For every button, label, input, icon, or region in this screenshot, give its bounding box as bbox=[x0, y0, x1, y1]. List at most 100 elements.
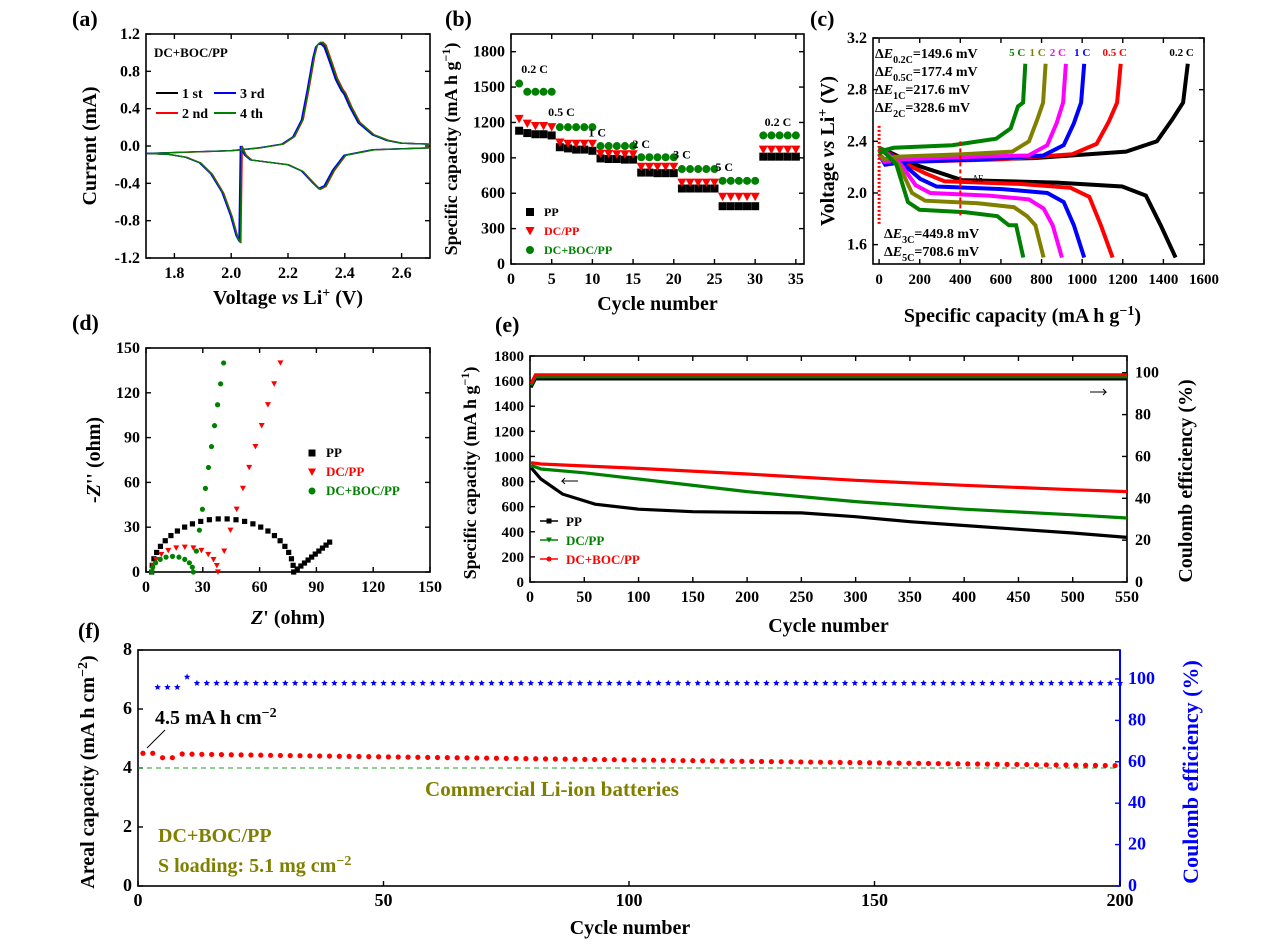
rate-point bbox=[734, 176, 743, 185]
nyquist-point bbox=[190, 569, 196, 575]
capacity-point bbox=[572, 756, 578, 762]
nyquist-point bbox=[198, 547, 205, 554]
capacity-point bbox=[248, 752, 254, 758]
capacity-point bbox=[896, 760, 902, 766]
capacity-point bbox=[444, 755, 450, 761]
x-tick-label: 10 bbox=[584, 271, 600, 288]
rate-point bbox=[620, 142, 629, 151]
rate-curve-label: 1 C bbox=[1029, 47, 1045, 59]
capacity-point bbox=[916, 760, 922, 766]
sample-label: DC+BOC/PP bbox=[158, 825, 272, 847]
nyquist-point bbox=[169, 553, 176, 559]
capacity-point bbox=[297, 753, 303, 759]
x-tick-label: 25 bbox=[706, 271, 722, 288]
capacity-curve bbox=[530, 463, 1128, 520]
ce-point bbox=[890, 679, 898, 686]
legend-label: DC+BOC/PP bbox=[544, 243, 612, 257]
nyquist-point bbox=[182, 556, 188, 562]
charge-curve bbox=[877, 63, 1028, 156]
ce-point bbox=[1018, 679, 1025, 686]
nyquist-point bbox=[213, 562, 220, 569]
rate-point bbox=[661, 153, 670, 162]
rate-point bbox=[530, 122, 541, 131]
ce-point bbox=[949, 679, 957, 686]
rate-point bbox=[596, 154, 605, 163]
rate-point bbox=[710, 165, 719, 174]
nyquist-point bbox=[224, 516, 230, 522]
y-axis-label-e: Specific capacity (mA h g−1) bbox=[458, 367, 481, 580]
nyquist-point bbox=[277, 538, 283, 544]
nyquist-point bbox=[264, 402, 271, 408]
rate-point bbox=[685, 178, 695, 188]
rate-point bbox=[653, 169, 662, 178]
y2-tick-label: 80 bbox=[1135, 407, 1151, 424]
ce-point bbox=[380, 679, 387, 686]
legend-marker bbox=[525, 227, 535, 236]
ce-point bbox=[547, 679, 554, 686]
ce-point bbox=[154, 683, 161, 690]
capacity-point bbox=[415, 754, 421, 760]
capacity-point bbox=[317, 753, 323, 759]
x-tick-label: 500 bbox=[1061, 589, 1085, 606]
y-tick-label: 120 bbox=[116, 385, 140, 402]
nyquist-point bbox=[217, 381, 224, 387]
rate-point bbox=[783, 145, 793, 154]
legend-label: 1 st bbox=[182, 87, 203, 102]
rate-curve-label: 1 C bbox=[1074, 47, 1090, 59]
capacity-point bbox=[218, 751, 225, 758]
ce-point bbox=[1008, 679, 1016, 686]
x-tick-label: 35 bbox=[788, 271, 804, 288]
arrow-to-right-axis bbox=[1090, 388, 1108, 396]
capacity-point bbox=[199, 751, 205, 757]
rate-point bbox=[612, 155, 621, 164]
capacity-point bbox=[258, 752, 264, 758]
x-tick-label: 400 bbox=[949, 272, 972, 288]
nyquist-point bbox=[168, 532, 174, 539]
capacity-point bbox=[601, 756, 608, 763]
nyquist-point bbox=[242, 518, 248, 525]
capacity-point bbox=[474, 755, 480, 761]
nyquist-point bbox=[323, 542, 329, 548]
reference-line-label: Commercial Li-ion batteries bbox=[425, 777, 679, 801]
rate-label: 0.5 C bbox=[548, 105, 575, 119]
legend-label: 3 rd bbox=[240, 87, 265, 102]
rate-label: 1 C bbox=[588, 126, 606, 140]
y-tick-label: 300 bbox=[481, 221, 505, 238]
capacity-point bbox=[778, 759, 784, 765]
nyquist-point bbox=[154, 549, 160, 556]
rate-point bbox=[604, 155, 613, 164]
y-tick-label: 0.8 bbox=[120, 63, 140, 80]
x-tick-label: 2.6 bbox=[392, 265, 412, 282]
rate-point bbox=[783, 131, 792, 140]
capacity-point bbox=[876, 760, 883, 766]
ce-point bbox=[331, 679, 338, 686]
y-axis-label-c: Voltage vs Li+ (V) bbox=[816, 76, 839, 226]
legend-marker bbox=[546, 518, 552, 524]
rate-label: 0.2 C bbox=[765, 115, 792, 129]
rate-point bbox=[620, 150, 630, 159]
capacity-point bbox=[552, 756, 558, 762]
rate-point bbox=[693, 178, 703, 188]
capacity-point bbox=[866, 760, 873, 766]
ce-point bbox=[1087, 679, 1094, 686]
legend-label: DC/PP bbox=[544, 224, 579, 238]
nyquist-point bbox=[173, 545, 180, 551]
rate-point bbox=[555, 138, 565, 147]
ce-point bbox=[213, 679, 220, 686]
rate-point bbox=[580, 145, 589, 154]
capacity-point bbox=[523, 756, 529, 762]
delta-e-annotation: ΔE0.5C=177.4 mV bbox=[875, 65, 978, 84]
ce-point bbox=[724, 679, 731, 686]
rate-point bbox=[572, 145, 581, 154]
capacity-point bbox=[189, 751, 195, 757]
capacity-point bbox=[346, 753, 352, 759]
y2-tick-label: 100 bbox=[1128, 668, 1155, 688]
x-tick-label: 550 bbox=[1115, 589, 1139, 606]
charge-curve bbox=[877, 63, 1087, 167]
capacity-point bbox=[965, 761, 971, 767]
y2-tick-label: 40 bbox=[1128, 792, 1146, 812]
x-tick-label: 600 bbox=[990, 272, 1013, 288]
legend-label: 4 th bbox=[240, 107, 263, 122]
capacity-point bbox=[484, 755, 490, 761]
nyquist-point bbox=[206, 517, 212, 523]
